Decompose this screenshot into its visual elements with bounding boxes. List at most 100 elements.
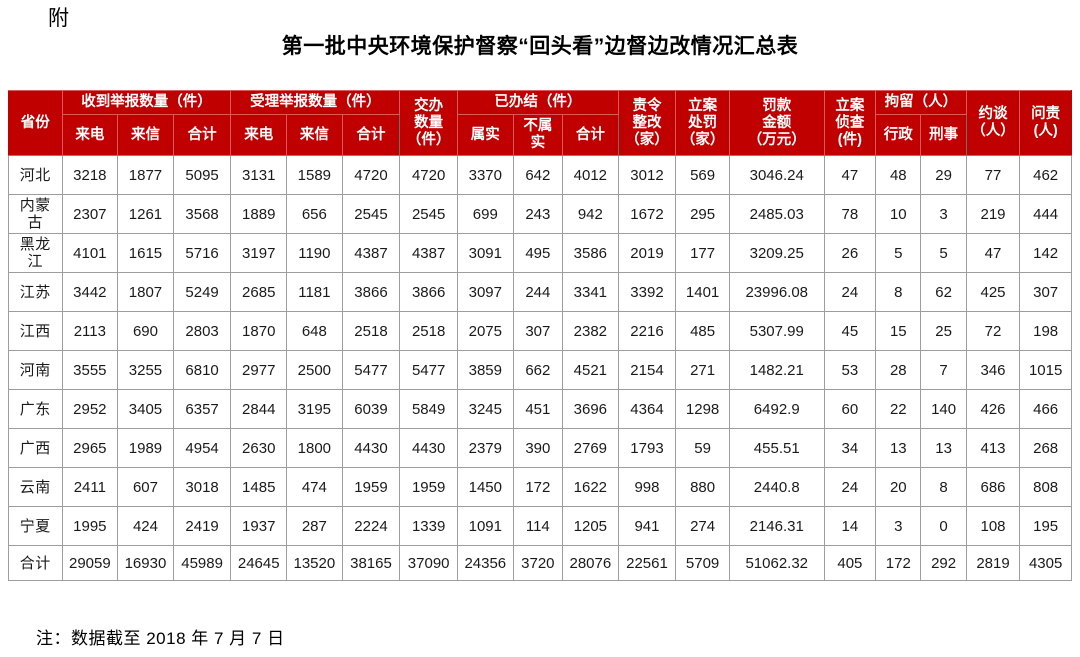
province-name-line: 江西 [19,322,51,340]
cell-received-subtotal: 6810 [172,350,232,390]
th-group-accepted: 受理举报数量（件） [230,90,401,115]
cell-rectify-order: 1672 [617,194,677,234]
cell-rectify-order: 3012 [617,155,677,195]
cell-closed-false: 3720 [512,545,564,581]
th-accepted-letter: 来信 [286,114,343,156]
cell-interview-count: 426 [965,389,1021,429]
cell-received-letter: 3405 [117,389,174,429]
cell-accepted-call: 1937 [230,506,288,546]
cell-case-penalty: 271 [675,350,730,390]
cell-received-call: 2952 [61,389,119,429]
summary-table: 省份 收到举报数量（件） 受理举报数量（件） 交办 数量 （件） 已办结（件） … [8,90,1072,581]
cell-case-penalty: 295 [675,194,730,234]
province-name-line: 合计 [19,554,51,572]
cell-detention-administrative: 13 [875,428,922,468]
th-accepted-subtotal: 合计 [341,114,401,156]
cell-accepted-subtotal: 1959 [341,467,401,507]
th-received-subtotal: 合计 [172,114,232,156]
cell-accepted-letter: 287 [286,506,343,546]
cell-accepted-call: 1889 [230,194,288,234]
cell-accepted-letter: 1181 [286,272,343,312]
cell-accepted-subtotal: 4430 [341,428,401,468]
province-name-line: 河北 [19,166,51,184]
th-group-received: 收到举报数量（件） [61,90,232,115]
cell-received-subtotal: 5249 [172,272,232,312]
cell-case-penalty: 880 [675,467,730,507]
th-fine-line2: 金额 [762,114,792,131]
cell-received-call: 3555 [61,350,119,390]
cell-detention-administrative: 8 [875,272,922,312]
cell-case-penalty: 569 [675,155,730,195]
cell-accepted-subtotal: 4387 [341,233,401,273]
th-fine-amount: 罚款 金额 （万元） [728,90,825,156]
cell-accepted-call: 2630 [230,428,288,468]
cell-assigned-count: 4387 [399,233,458,273]
cell-accountability-count: 307 [1019,272,1072,312]
th-assigned-count: 交办 数量 （件） [399,90,458,156]
th-assigned-line2: 数量 [414,114,444,131]
th-received-call: 来电 [61,114,119,156]
cell-received-letter: 1877 [117,155,174,195]
th-closed-subtotal: 合计 [562,114,619,156]
cell-closed-true: 1450 [457,467,514,507]
th-closed-false-line1: 不属 [523,118,553,134]
th-assigned-line3: （件） [406,131,451,148]
cell-fine-amount: 6492.9 [728,389,825,429]
cell-detention-administrative: 172 [875,545,922,581]
cell-closed-true: 3370 [457,155,514,195]
cell-fine-amount: 2440.8 [728,467,825,507]
th-detention-criminal: 刑事 [920,114,967,156]
province-name-line: 广东 [19,400,51,418]
th-province: 省份 [8,90,63,156]
cell-case-penalty: 1298 [675,389,730,429]
cell-closed-subtotal: 1622 [562,467,619,507]
cell-detention-administrative: 48 [875,155,922,195]
province-name-line: 广西 [19,439,51,457]
th-interview-line1: 约谈 [978,106,1008,122]
cell-rectify-order: 2019 [617,233,677,273]
cell-accountability-count: 198 [1019,311,1072,351]
cell-received-letter: 16930 [117,545,174,581]
cell-rectify-order: 22561 [617,545,677,581]
table-row: 江西 2113 690 2803 1870 648 2518 2518 2075 307 2382 2… [8,311,1072,351]
th-accountability-line2: (人) [1033,123,1058,139]
cell-detention-administrative: 5 [875,233,922,273]
cell-received-subtotal: 3018 [172,467,232,507]
cell-case-penalty: 1401 [675,272,730,312]
cell-assigned-count: 4430 [399,428,458,468]
cell-interview-count: 108 [965,506,1021,546]
cell-closed-subtotal: 2382 [562,311,619,351]
cell-rectify-order: 998 [617,467,677,507]
cell-detention-administrative: 3 [875,506,922,546]
th-closed-false: 不属 实 [512,114,564,156]
cell-accepted-letter: 648 [286,311,343,351]
cell-accepted-subtotal: 2545 [341,194,401,234]
th-rectify-line2: 整改 [632,114,662,131]
cell-interview-count: 686 [965,467,1021,507]
cell-accepted-letter: 3195 [286,389,343,429]
cell-closed-false: 495 [512,233,564,273]
cell-closed-true: 3097 [457,272,514,312]
cell-accepted-letter: 474 [286,467,343,507]
cell-received-letter: 3255 [117,350,174,390]
cell-assigned-count: 4720 [399,155,458,195]
th-rectify-line1: 责令 [632,97,662,114]
cell-accountability-count: 4305 [1019,545,1072,581]
cell-assigned-count: 5477 [399,350,458,390]
cell-accepted-call: 3131 [230,155,288,195]
cell-rectify-order: 2154 [617,350,677,390]
cell-criminal-investigation: 14 [823,506,877,546]
cell-detention-criminal: 62 [920,272,967,312]
cell-closed-true: 699 [457,194,514,234]
th-closed-true: 属实 [457,114,514,156]
cell-closed-subtotal: 942 [562,194,619,234]
cell-accountability-count: 1015 [1019,350,1072,390]
th-investigate-line2: 侦查 [835,114,865,131]
header-row-2: 来电 来信 合计 来电 来信 合计 属实 不属 实 合计 行政 刑事 [9,114,1072,156]
cell-closed-true: 3091 [457,233,514,273]
cell-case-penalty: 59 [675,428,730,468]
th-detention-administrative: 行政 [875,114,922,156]
cell-received-subtotal: 2803 [172,311,232,351]
province-name-line: 河南 [19,361,51,379]
cell-criminal-investigation: 405 [823,545,877,581]
